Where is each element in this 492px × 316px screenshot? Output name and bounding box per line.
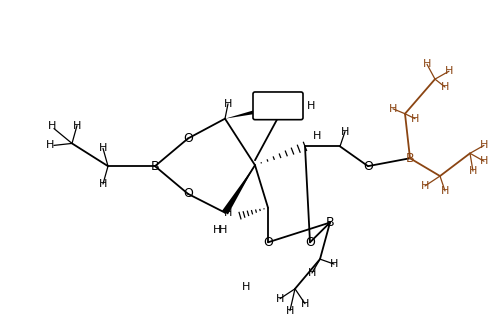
Text: H: H <box>330 259 338 269</box>
Text: H: H <box>301 299 309 309</box>
Text: Abs: Abs <box>268 101 288 111</box>
Text: H: H <box>389 104 397 114</box>
Text: O: O <box>183 132 193 145</box>
Text: H: H <box>99 143 107 153</box>
Text: H: H <box>423 59 431 69</box>
Text: O: O <box>305 236 315 249</box>
Text: H: H <box>441 186 449 196</box>
Text: H: H <box>307 101 315 111</box>
Text: H: H <box>276 294 284 304</box>
Text: H: H <box>242 282 250 292</box>
Text: O: O <box>263 236 273 249</box>
Text: H: H <box>224 208 232 218</box>
Text: B: B <box>151 160 159 173</box>
Text: H: H <box>421 181 429 191</box>
Text: B: B <box>406 152 414 165</box>
Text: H: H <box>480 140 488 150</box>
Polygon shape <box>222 165 255 215</box>
Text: O: O <box>183 187 193 200</box>
Text: H: H <box>469 166 477 176</box>
Text: H: H <box>73 121 81 131</box>
Text: H: H <box>99 179 107 189</box>
Text: H: H <box>48 121 56 131</box>
Text: H: H <box>286 306 294 316</box>
Text: H: H <box>313 131 321 142</box>
FancyBboxPatch shape <box>253 92 303 120</box>
Text: O: O <box>363 160 373 173</box>
Text: B: B <box>326 216 334 229</box>
Text: H: H <box>480 156 488 166</box>
Text: H: H <box>213 225 221 235</box>
Text: H: H <box>441 82 449 92</box>
Text: H: H <box>224 99 232 109</box>
Text: H: H <box>445 66 453 76</box>
Text: H: H <box>308 268 316 278</box>
Text: H: H <box>46 140 54 150</box>
Text: H: H <box>341 126 349 137</box>
Polygon shape <box>225 103 279 119</box>
Text: H: H <box>219 225 227 235</box>
Text: H: H <box>411 114 419 124</box>
